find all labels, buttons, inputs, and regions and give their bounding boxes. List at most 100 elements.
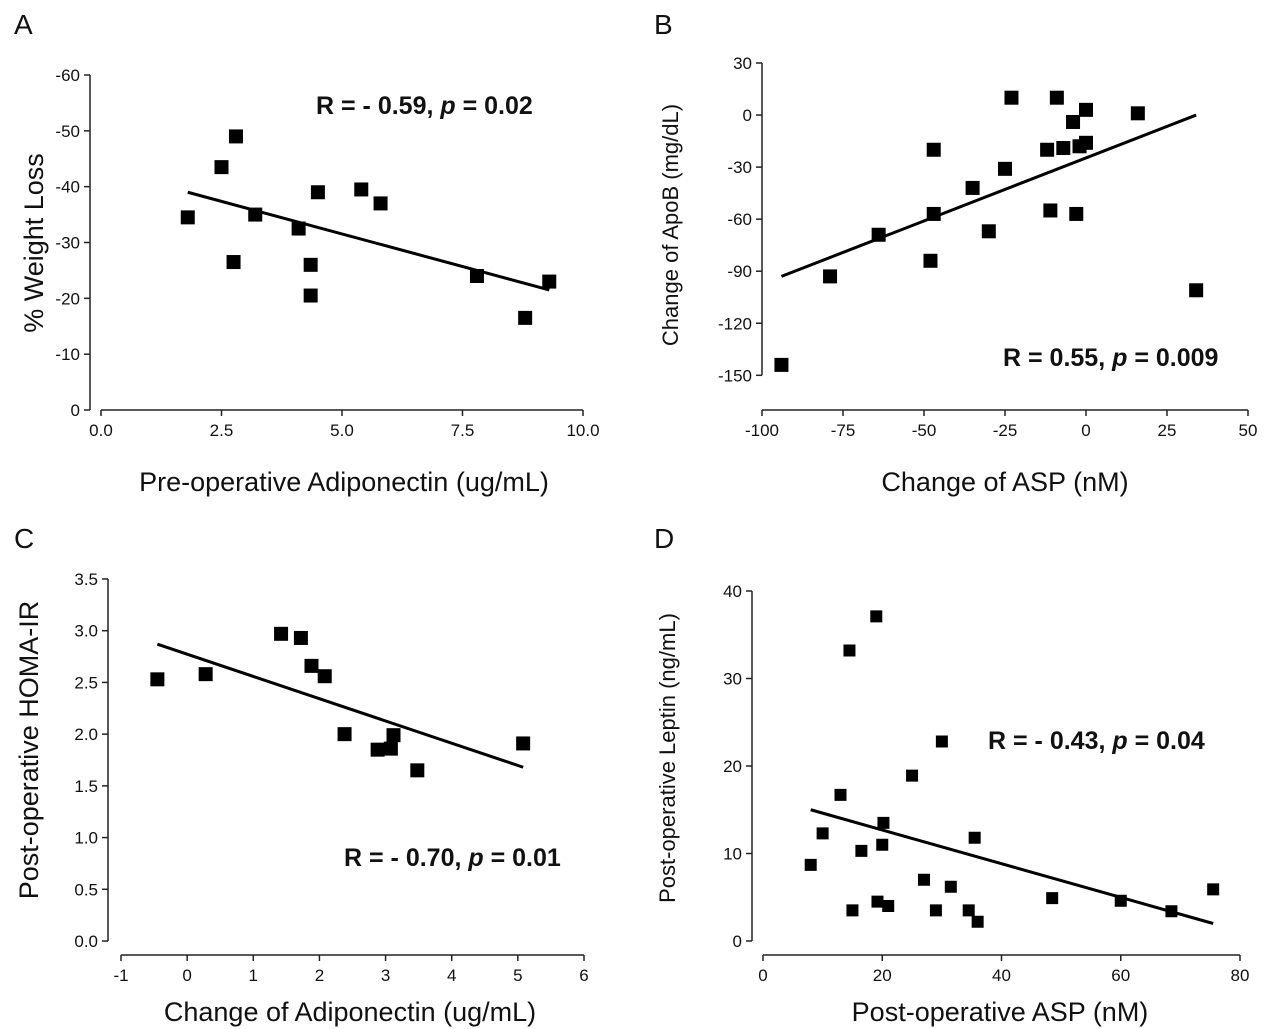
y-tick-label: -30 [55, 234, 80, 253]
panel-label: D [654, 523, 674, 554]
data-point [1207, 883, 1220, 896]
trendline [187, 190, 550, 292]
x-tick-label: 50 [1239, 421, 1258, 440]
data-point [1066, 114, 1081, 129]
correlation-annotation: R = 0.55, p = 0.009 [1003, 344, 1218, 372]
data-point [303, 257, 318, 272]
data-point [214, 160, 229, 175]
data-point [929, 904, 942, 917]
data-point [228, 129, 243, 144]
data-point [981, 224, 996, 239]
y-tick-label: -40 [55, 178, 80, 197]
data-point [1043, 203, 1058, 218]
data-point [516, 736, 531, 751]
data-point [1130, 106, 1145, 121]
panel-d: D Post-operative ASP (nM) Post-operative… [654, 523, 1249, 1027]
data-point [1004, 90, 1019, 105]
y-tick-label: 2.5 [74, 673, 98, 692]
correlation-annotation: R = - 0.59, p = 0.02 [316, 92, 533, 120]
x-tick-label: 60 [1111, 966, 1130, 985]
x-tick-label: -1 [113, 966, 128, 985]
data-point [180, 210, 195, 225]
data-point [1046, 892, 1059, 905]
y-tick-label: 2.0 [74, 725, 98, 744]
data-point [248, 207, 263, 222]
y-tick-label: 20 [723, 757, 742, 776]
data-point [518, 310, 533, 325]
y-tick-label: 0 [71, 401, 80, 420]
y-tick-label: 0 [733, 932, 742, 951]
data-point [804, 858, 817, 871]
data-point [846, 904, 859, 917]
y-tick-label: 0.0 [74, 932, 98, 951]
y-axis-label: % Weight Loss [19, 153, 49, 333]
x-tick-label: 6 [579, 966, 588, 985]
data-point [816, 827, 829, 840]
trendline [810, 808, 1214, 925]
data-point [935, 735, 948, 748]
y-tick-label: 1.0 [74, 829, 98, 848]
data-point [383, 741, 398, 756]
panel-label: C [14, 523, 34, 554]
data-point [871, 227, 886, 242]
x-axis-label: Pre-operative Adiponectin (ug/mL) [139, 467, 549, 497]
data-point [386, 728, 401, 743]
data-point [150, 672, 165, 687]
data-point [226, 255, 241, 270]
data-point [542, 274, 557, 289]
y-axis-label: Post-operative Leptin (ng/mL) [655, 613, 680, 903]
x-tick-label: 0 [182, 966, 191, 985]
y-tick-label: 0 [743, 106, 752, 125]
x-tick-label: 5.0 [330, 421, 354, 440]
data-point [1069, 206, 1084, 221]
data-point [926, 206, 941, 221]
data-point [1079, 102, 1093, 117]
y-tick-label: 40 [723, 582, 742, 601]
data-point [823, 269, 838, 284]
data-point [354, 182, 369, 197]
panel-label: B [654, 9, 673, 40]
data-point [198, 667, 213, 682]
x-tick-label: -50 [912, 421, 937, 440]
data-point [834, 788, 847, 801]
data-point [291, 221, 306, 236]
data-point [906, 769, 919, 782]
y-tick-label: -90 [727, 262, 752, 281]
data-point [855, 844, 868, 857]
data-point [317, 669, 332, 684]
x-tick-label: 5 [513, 966, 522, 985]
x-tick-label: 4 [447, 966, 456, 985]
data-point [293, 630, 308, 645]
y-tick-label: 0.5 [74, 880, 98, 899]
data-point [1165, 905, 1178, 918]
data-point [871, 895, 884, 908]
data-point [882, 900, 895, 912]
data-point [410, 763, 425, 778]
y-axis-label: Change of ApoB (mg/dL) [658, 104, 683, 346]
plot-area: 0 20 40 60 80 0 10 20 30 40 [723, 582, 1249, 985]
x-tick-label: 2.5 [210, 421, 234, 440]
data-point [923, 253, 938, 268]
x-tick-label: 2 [315, 966, 324, 985]
x-tick-label: -25 [993, 421, 1018, 440]
trendline [780, 113, 1197, 278]
correlation-annotation: R = - 0.43, p = 0.04 [988, 727, 1205, 755]
data-point [843, 644, 856, 657]
x-tick-label: 0 [1081, 421, 1090, 440]
panel-a: A Pre-operative Adiponectin (ug/mL) % We… [14, 9, 600, 497]
y-tick-label: -50 [55, 122, 80, 141]
plot-area: -1 0 1 2 3 4 5 6 0.0 0.5 1.0 1.5 2.0 2.5 3.0 3.5 [74, 570, 588, 985]
y-tick-label: -20 [55, 289, 80, 308]
panel-b: B Change of ASP (nM) Change of ApoB (mg/… [654, 9, 1257, 497]
x-tick-label: 80 [1231, 966, 1250, 985]
x-tick-label: 10.0 [566, 421, 599, 440]
trendline [156, 642, 524, 769]
data-point [968, 831, 981, 844]
data-point [998, 161, 1012, 176]
data-point [876, 838, 889, 851]
y-tick-label: -150 [718, 366, 752, 385]
data-point [917, 873, 930, 886]
x-tick-label: 3 [381, 966, 390, 985]
x-axis-label: Change of Adiponectin (ug/mL) [164, 997, 536, 1027]
